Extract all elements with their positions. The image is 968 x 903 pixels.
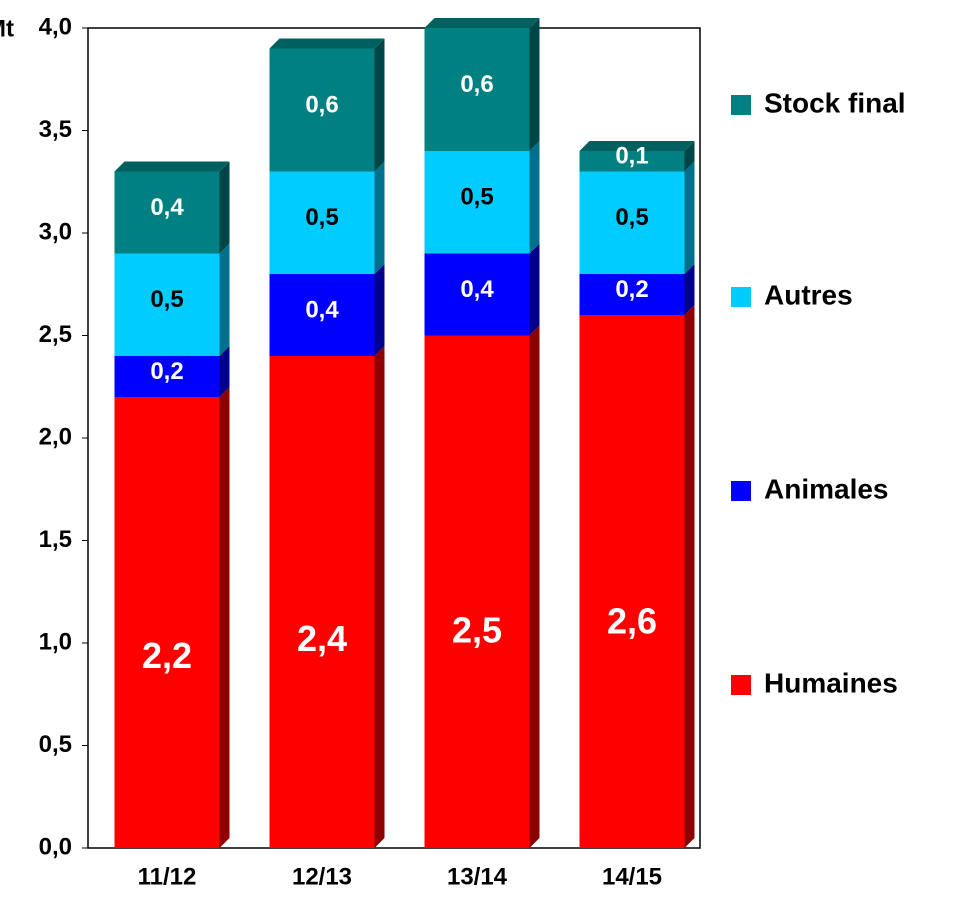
bar-side bbox=[374, 161, 385, 274]
legend-swatch bbox=[731, 675, 751, 695]
value-label: 2,6 bbox=[607, 601, 657, 642]
value-label: 2,5 bbox=[452, 609, 502, 650]
bar-segment bbox=[269, 171, 375, 274]
value-label: 0,5 bbox=[150, 286, 183, 313]
bar-segment bbox=[114, 253, 220, 356]
value-label: 0,4 bbox=[460, 276, 494, 303]
bar-side bbox=[684, 264, 695, 315]
bar-side bbox=[684, 161, 695, 274]
value-label: 0,5 bbox=[460, 184, 493, 211]
legend-label: Stock final bbox=[764, 87, 906, 118]
bar-top bbox=[424, 18, 540, 28]
bar-segment bbox=[114, 171, 220, 254]
bar-segment bbox=[579, 274, 685, 315]
y-tick-label: 3,5 bbox=[39, 116, 72, 143]
value-label: 0,5 bbox=[615, 204, 648, 231]
y-tick-label: 1,5 bbox=[39, 526, 72, 553]
bar-side bbox=[529, 325, 540, 848]
y-tick-label: 2,5 bbox=[39, 321, 72, 348]
bar-segment bbox=[269, 356, 375, 848]
bar-side bbox=[529, 243, 540, 336]
bar-side bbox=[684, 305, 695, 848]
x-tick-label: 11/12 bbox=[138, 863, 197, 890]
y-tick-label: 2,0 bbox=[39, 423, 72, 450]
bar-side bbox=[529, 141, 540, 254]
value-label: 2,4 bbox=[297, 618, 347, 659]
bar-segment bbox=[269, 48, 375, 172]
y-tick-label: 1,0 bbox=[39, 628, 72, 655]
y-tick-label: 3,0 bbox=[39, 218, 72, 245]
bar-segment bbox=[579, 171, 685, 274]
value-label: 2,2 bbox=[142, 635, 192, 676]
legend-swatch bbox=[731, 481, 751, 501]
bar-segment bbox=[424, 151, 530, 254]
bar-segment bbox=[424, 28, 530, 151]
value-label: 0,4 bbox=[305, 296, 339, 323]
value-label: 0,1 bbox=[615, 143, 648, 170]
bar-side bbox=[219, 346, 230, 397]
bar-segment bbox=[579, 151, 685, 172]
y-tick-label: 4,0 bbox=[39, 13, 72, 40]
bar-top bbox=[269, 38, 385, 49]
legend-swatch bbox=[731, 95, 751, 115]
legend-label: Humaines bbox=[764, 667, 898, 698]
legend-swatch bbox=[731, 287, 751, 307]
value-label: 0,5 bbox=[305, 204, 338, 231]
bar-side bbox=[374, 346, 385, 848]
bar-segment bbox=[269, 274, 375, 356]
bar-side bbox=[219, 387, 230, 848]
bar-segment bbox=[424, 253, 530, 336]
bar-side bbox=[219, 161, 230, 254]
bar-side bbox=[219, 243, 230, 356]
bar-top bbox=[114, 161, 230, 172]
x-tick-label: 12/13 bbox=[292, 863, 352, 890]
value-label: 0,6 bbox=[460, 71, 493, 98]
x-tick-label: 14/15 bbox=[602, 863, 662, 890]
y-tick-label: 0,0 bbox=[39, 833, 72, 860]
bar-side bbox=[374, 264, 385, 356]
legend-label: Autres bbox=[764, 279, 853, 310]
y-axis-label: Mt bbox=[0, 15, 14, 42]
bar-side bbox=[374, 38, 385, 172]
y-tick-label: 0,5 bbox=[39, 731, 72, 758]
bar-side bbox=[684, 141, 695, 172]
bar-segment bbox=[114, 356, 220, 397]
value-label: 0,2 bbox=[150, 358, 183, 385]
bar-segment bbox=[579, 315, 685, 848]
x-tick-label: 13/14 bbox=[447, 863, 508, 890]
bar-segment bbox=[114, 397, 220, 848]
value-label: 0,4 bbox=[150, 194, 184, 221]
bar-segment bbox=[424, 335, 530, 848]
bar-top bbox=[579, 141, 695, 151]
bar-side bbox=[529, 18, 540, 151]
value-label: 0,2 bbox=[615, 276, 648, 303]
legend-label: Animales bbox=[764, 473, 889, 504]
value-label: 0,6 bbox=[305, 91, 338, 118]
